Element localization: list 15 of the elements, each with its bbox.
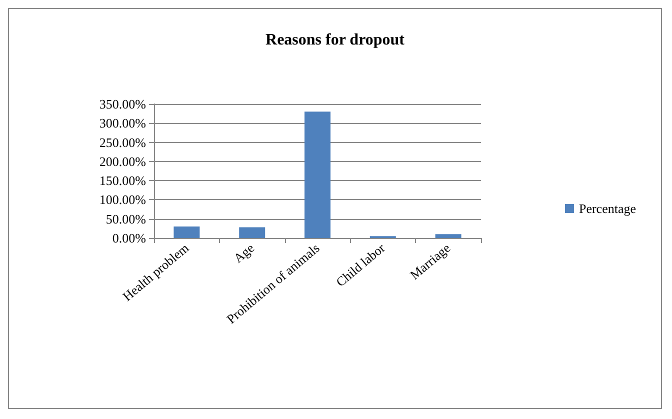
y-tick-label: 250.00% — [99, 134, 146, 150]
y-tick-label: 300.00% — [99, 116, 146, 131]
bar — [304, 112, 330, 238]
legend-label: Percentage — [578, 201, 636, 216]
y-tick-label: 350.00% — [99, 96, 146, 112]
y-tick-label: 150.00% — [99, 173, 146, 188]
bar — [435, 234, 462, 238]
y-tick-label: 0.00% — [112, 230, 146, 246]
y-tick-label: 200.00% — [99, 154, 146, 169]
chart-title: Reasons for dropout — [266, 32, 406, 48]
x-tick-label: Age — [230, 240, 258, 266]
y-tick-label: 100.00% — [99, 192, 146, 208]
y-tick-label: 50.00% — [106, 211, 146, 226]
bar — [174, 226, 200, 238]
bar — [239, 227, 266, 238]
